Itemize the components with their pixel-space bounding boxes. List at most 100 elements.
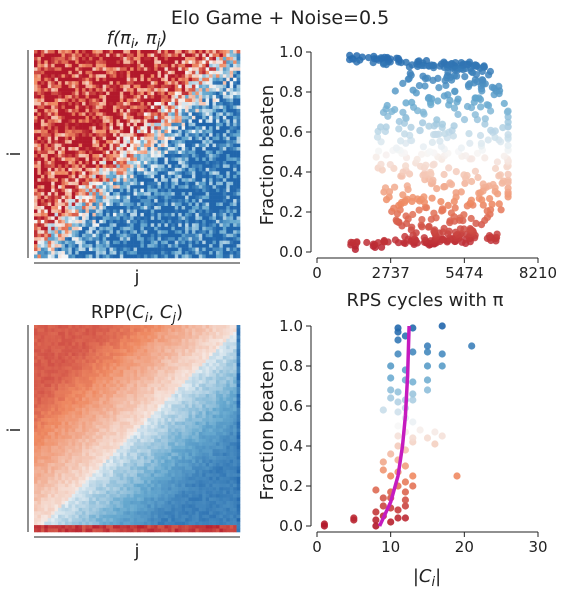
payoff-cell — [64, 63, 69, 68]
payoff-cell — [88, 216, 93, 221]
payoff-cell — [37, 88, 42, 92]
payoff-cell — [78, 223, 83, 228]
payoff-cell — [123, 160, 127, 165]
payoff-cell — [205, 157, 210, 162]
payoff-cell — [61, 226, 66, 231]
rpp-cell — [236, 352, 241, 357]
payoff-cell — [119, 63, 124, 68]
payoff-cell — [150, 88, 155, 92]
payoff-cell — [99, 129, 103, 134]
payoff-cell — [126, 50, 131, 54]
payoff-cell — [188, 206, 193, 210]
payoff-cell — [157, 122, 162, 127]
rpp-cell — [222, 331, 227, 336]
payoff-cell — [195, 216, 200, 221]
payoff-cell — [78, 157, 83, 162]
payoff-cell — [116, 81, 121, 85]
payoff-cell — [188, 171, 193, 176]
payoff-cell — [71, 164, 76, 169]
fraction-beaten-point — [353, 238, 361, 246]
fraction-beaten-point — [391, 106, 399, 114]
payoff-cell — [174, 67, 179, 72]
payoff-cell — [44, 140, 49, 144]
payoff-cell — [198, 74, 203, 79]
payoff-cell — [229, 254, 234, 259]
payoff-cell — [47, 136, 52, 141]
payoff-cell — [54, 136, 59, 141]
rpp-cell — [106, 349, 110, 353]
rpp-cell — [109, 349, 114, 353]
payoff-cell — [58, 119, 62, 124]
payoff-cell — [75, 202, 79, 207]
payoff-cell — [40, 195, 45, 200]
payoff-cell — [61, 195, 66, 200]
payoff-cell — [161, 188, 165, 193]
payoff-cell — [215, 164, 220, 169]
payoff-cell — [109, 254, 114, 259]
payoff-cell — [58, 133, 62, 137]
rpp-cell — [133, 325, 138, 329]
payoff-cell — [44, 157, 49, 162]
payoff-cell — [215, 81, 220, 85]
payoff-cell — [54, 95, 59, 99]
payoff-cell — [130, 233, 134, 238]
payoff-cell — [68, 50, 73, 54]
payoff-cell — [161, 53, 165, 58]
payoff-cell — [130, 230, 134, 235]
payoff-cell — [133, 102, 138, 106]
rpp-cell — [112, 359, 117, 364]
payoff-cell — [215, 140, 220, 144]
payoff-cell — [164, 143, 169, 148]
payoff-cell — [51, 199, 55, 203]
rpp-cell — [215, 331, 220, 336]
payoff-cell — [143, 122, 148, 127]
payoff-cell — [195, 67, 200, 72]
payoff-cell — [58, 56, 62, 61]
payoff-cell — [188, 219, 193, 224]
payoff-cell — [236, 50, 241, 54]
payoff-cell — [109, 91, 114, 96]
rpp-cell — [137, 356, 141, 360]
payoff-cell — [88, 122, 93, 127]
payoff-cell — [167, 77, 172, 82]
payoff-cell — [219, 143, 224, 148]
payoff-cell — [47, 216, 52, 221]
payoff-cell — [164, 202, 169, 207]
rpp-cell — [75, 352, 79, 357]
payoff-cell — [75, 240, 79, 245]
payoff-cell — [236, 122, 241, 127]
rpp-cell — [64, 338, 69, 343]
payoff-cell — [99, 77, 103, 82]
payoff-cell — [226, 115, 230, 120]
payoff-cell — [212, 247, 217, 252]
payoff-cell — [167, 202, 172, 207]
payoff-cell — [64, 181, 69, 186]
payoff-cell — [68, 216, 73, 221]
rpp-cell — [229, 352, 234, 357]
payoff-cell — [40, 157, 45, 162]
rpp-cell — [147, 335, 152, 340]
payoff-cell — [147, 102, 152, 106]
payoff-cell — [75, 126, 79, 131]
payoff-cell — [154, 202, 158, 207]
payoff-cell — [58, 251, 62, 255]
payoff-cell — [185, 247, 189, 252]
payoff-cell — [140, 209, 145, 214]
payoff-cell — [157, 60, 162, 65]
payoff-cell — [78, 160, 83, 165]
payoff-cell — [44, 216, 49, 221]
payoff-cell — [140, 254, 145, 259]
payoff-cell — [188, 247, 193, 252]
payoff-cell — [202, 105, 206, 110]
payoff-cell — [226, 199, 230, 203]
payoff-cell — [198, 70, 203, 75]
payoff-cell — [205, 147, 210, 151]
rpp-cell — [34, 325, 38, 329]
payoff-cell — [106, 56, 110, 61]
payoff-cell — [215, 143, 220, 148]
payoff-cell — [88, 219, 93, 224]
payoff-cell — [51, 154, 55, 158]
payoff-cell — [95, 206, 100, 210]
rpp-cell — [222, 359, 227, 364]
payoff-cell — [40, 53, 45, 58]
